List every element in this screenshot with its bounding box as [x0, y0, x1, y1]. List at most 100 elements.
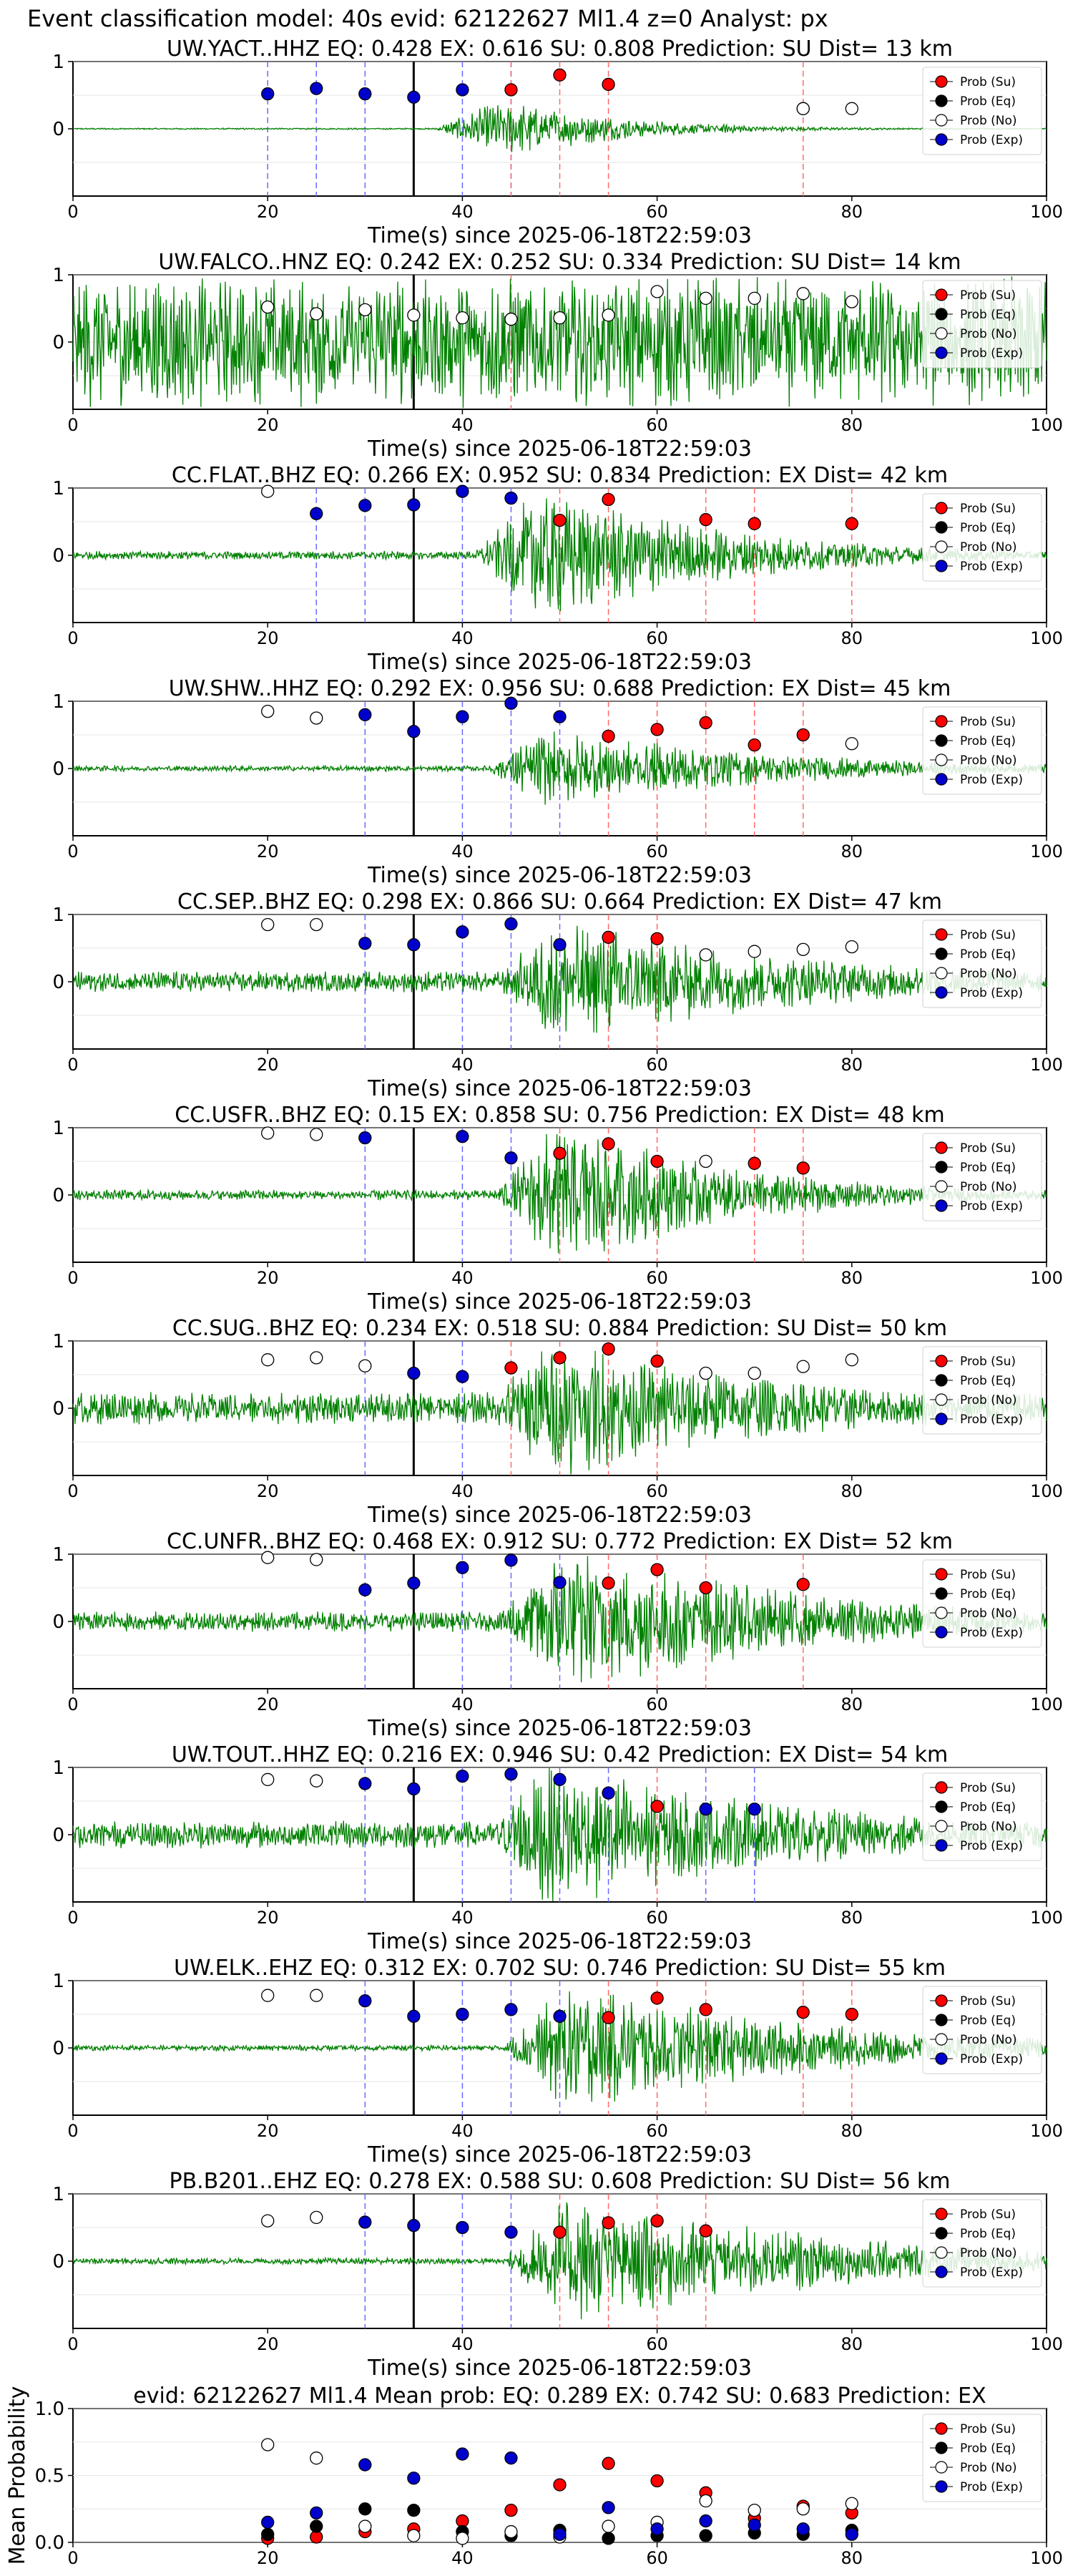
panel-8: CC.UNFR..BHZ EQ: 0.468 EX: 0.912 SU: 0.7…	[52, 1529, 1062, 1741]
panel-12: evid: 62122627 Ml1.4 Mean prob: EQ: 0.28…	[5, 2384, 1063, 2568]
prob-exp-point	[310, 2506, 323, 2520]
x-tick-label: 60	[646, 628, 668, 648]
legend-marker	[935, 1994, 948, 2007]
prob-no-point	[310, 307, 323, 321]
legend-label: Prob (Eq)	[960, 94, 1016, 109]
legend-marker	[935, 1161, 948, 1174]
seismogram-trace	[72, 2202, 1047, 2320]
prob-exp-point	[407, 1576, 421, 1590]
seismogram-trace	[72, 925, 1047, 1033]
seismogram-trace	[72, 276, 1047, 409]
legend-label: Prob (Su)	[960, 502, 1016, 516]
prob-su-point	[748, 738, 761, 752]
prob-no-point	[845, 940, 858, 954]
legend-marker	[935, 2461, 948, 2474]
prob-exp-point	[504, 1151, 518, 1165]
x-tick-label: 100	[1030, 1694, 1063, 1714]
legend-label: Prob (Eq)	[960, 734, 1016, 748]
prob-exp-point	[699, 2514, 712, 2528]
prob-su-point	[796, 2006, 810, 2019]
legend-label: Prob (Eq)	[960, 1587, 1016, 1601]
prob-su-point	[553, 2225, 567, 2239]
x-tick-label: 60	[646, 2334, 668, 2354]
prob-exp-point	[358, 1777, 372, 1790]
legend-label: Prob (Eq)	[960, 1800, 1016, 1815]
prob-exp-point	[504, 491, 518, 505]
x-tick-label: 20	[257, 841, 279, 862]
panel-title: CC.SUG..BHZ EQ: 0.234 EX: 0.518 SU: 0.88…	[172, 1316, 947, 1341]
panel-title: PB.B201..EHZ EQ: 0.278 EX: 0.588 SU: 0.6…	[169, 2169, 950, 2194]
prob-su-point	[845, 2007, 858, 2021]
legend-label: Prob (Su)	[960, 2422, 1016, 2436]
prob-no-point	[456, 2532, 469, 2545]
y-tick-label: 0	[52, 1825, 64, 1846]
prob-no-point	[407, 2529, 421, 2542]
x-axis-label: Time(s) since 2025-06-18T22:59:03	[367, 223, 752, 248]
x-tick-label: 80	[841, 2121, 863, 2141]
prob-no-point	[310, 1553, 323, 1566]
panel-9: UW.TOUT..HHZ EQ: 0.216 EX: 0.946 SU: 0.4…	[52, 1742, 1062, 1954]
legend-marker	[935, 715, 948, 728]
prob-no-point	[796, 102, 810, 115]
prob-su-point	[602, 77, 615, 92]
legend-box	[922, 1346, 1042, 1435]
legend: Prob (Su) Prob (Eq) Prob (No) Prob (Exp)	[922, 493, 1042, 582]
x-tick-label: 0	[67, 1055, 78, 1075]
x-axis-label: Time(s) since 2025-06-18T22:59:03	[367, 1076, 752, 1101]
legend-marker	[935, 928, 948, 941]
legend-marker	[935, 502, 948, 514]
prob-no-point	[845, 295, 858, 308]
prob-su-point	[650, 1154, 664, 1169]
legend-marker	[935, 1141, 948, 1154]
prob-exp-point	[553, 1772, 567, 1787]
prob-exp-point	[504, 1553, 518, 1567]
prob-exp-point	[504, 2451, 518, 2465]
prob-no-point	[602, 2519, 615, 2533]
prob-exp-point	[407, 2009, 421, 2023]
prob-no-point	[310, 1351, 323, 1365]
legend-label: Prob (Eq)	[960, 308, 1016, 322]
panels: UW.YACT..HHZ EQ: 0.428 EX: 0.616 SU: 0.8…	[5, 36, 1063, 2568]
prob-eq-point	[358, 2502, 372, 2516]
prob-su-point	[553, 2478, 567, 2492]
prob-eq-point	[602, 2532, 615, 2545]
prob-exp-point	[407, 1366, 421, 1380]
prob-su-point	[553, 1351, 567, 1365]
panel-title: UW.TOUT..HHZ EQ: 0.216 EX: 0.946 SU: 0.4…	[172, 1742, 948, 1767]
x-tick-label: 100	[1030, 1268, 1063, 1288]
legend-label: Prob (No)	[960, 540, 1017, 555]
prob-no-point	[796, 2502, 810, 2516]
prob-no-point	[699, 1366, 712, 1380]
legend-label: Prob (No)	[960, 2246, 1017, 2260]
prob-su-point	[602, 2216, 615, 2230]
prob-no-point	[310, 2451, 323, 2465]
prob-no-point	[310, 1128, 323, 1141]
prob-exp-point	[456, 710, 469, 723]
panel-1: UW.YACT..HHZ EQ: 0.428 EX: 0.616 SU: 0.8…	[52, 36, 1062, 248]
x-axis-label: Time(s) since 2025-06-18T22:59:03	[367, 1289, 752, 1314]
prob-exp-point	[358, 499, 372, 512]
x-tick-label: 0	[67, 628, 78, 648]
x-axis-label: Time(s) since 2025-06-18T22:59:03	[367, 1929, 752, 1954]
prob-su-point	[699, 2003, 712, 2016]
prob-exp-point	[504, 1767, 518, 1781]
x-tick-label: 80	[841, 2548, 863, 2568]
x-tick-label: 40	[451, 2334, 474, 2354]
prob-exp-point	[261, 2515, 275, 2529]
prob-no-point	[699, 948, 712, 962]
prob-su-point	[845, 517, 858, 530]
x-tick-label: 40	[451, 2548, 474, 2568]
prob-exp-point	[504, 696, 518, 710]
prob-exp-point	[358, 87, 372, 101]
x-tick-label: 100	[1030, 2121, 1063, 2141]
x-tick-label: 60	[646, 1481, 668, 1501]
prob-su-point	[504, 83, 518, 97]
seismogram-trace	[72, 1991, 1047, 2102]
prob-su-point	[650, 932, 664, 945]
prob-su-point	[748, 517, 761, 530]
x-tick-label: 80	[841, 1694, 863, 1714]
x-tick-label: 40	[451, 1694, 474, 1714]
legend-box	[922, 919, 1042, 1008]
legend-marker	[935, 133, 948, 146]
